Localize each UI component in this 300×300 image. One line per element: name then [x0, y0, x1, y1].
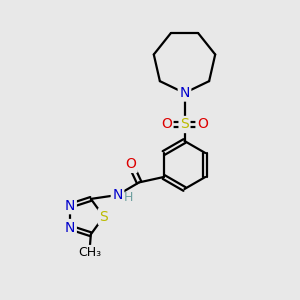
- Text: O: O: [197, 118, 208, 131]
- Text: N: N: [112, 188, 123, 202]
- Text: CH₃: CH₃: [78, 246, 101, 260]
- Text: H: H: [124, 191, 134, 204]
- Text: N: N: [65, 220, 75, 235]
- Text: N: N: [179, 86, 190, 100]
- Text: S: S: [99, 210, 108, 224]
- Text: S: S: [180, 118, 189, 131]
- Text: N: N: [65, 199, 75, 213]
- Text: O: O: [125, 158, 136, 171]
- Text: O: O: [161, 118, 172, 131]
